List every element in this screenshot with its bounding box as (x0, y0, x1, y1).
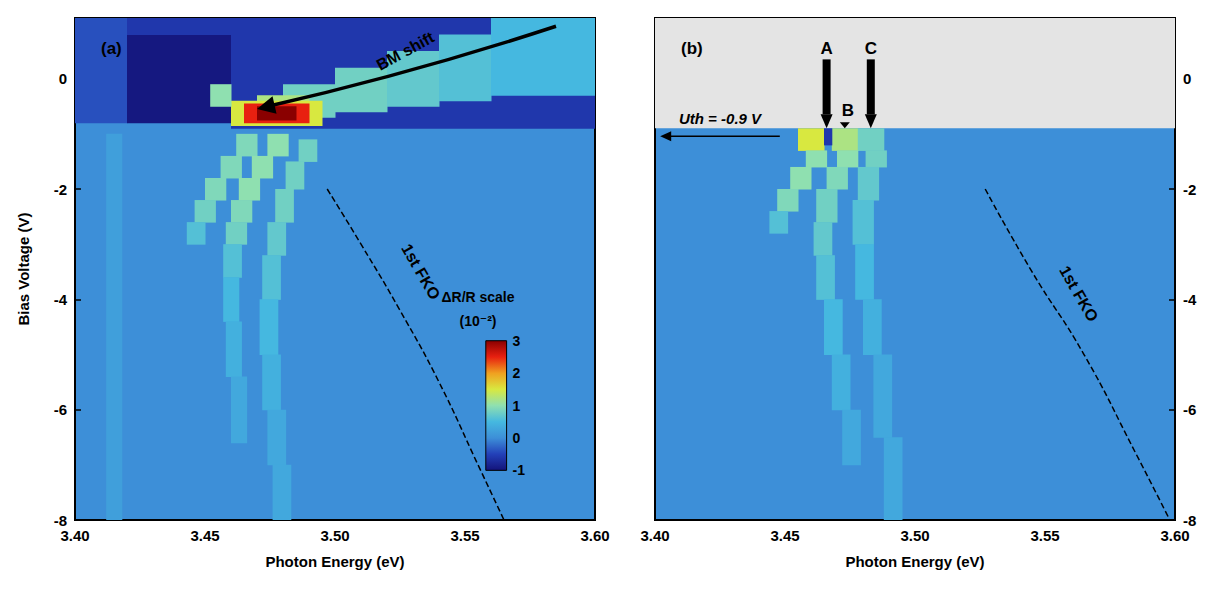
svg-text:0: 0 (1183, 70, 1191, 87)
svg-text:A: A (820, 39, 832, 58)
svg-text:(b): (b) (681, 39, 703, 58)
svg-text:-6: -6 (1183, 401, 1196, 418)
svg-text:Photon Energy (eV): Photon Energy (eV) (845, 553, 984, 570)
svg-text:3.55: 3.55 (450, 527, 479, 544)
svg-text:3.60: 3.60 (580, 527, 609, 544)
svg-text:B: B (842, 101, 854, 120)
svg-text:3: 3 (513, 333, 521, 349)
svg-text:3.45: 3.45 (190, 527, 219, 544)
svg-text:-1: -1 (513, 462, 526, 478)
svg-text:-2: -2 (54, 181, 67, 198)
svg-text:(a): (a) (101, 39, 122, 58)
svg-text:3.60: 3.60 (1160, 527, 1189, 544)
svg-text:Bias Voltage (V): Bias Voltage (V) (15, 212, 32, 325)
svg-text:-8: -8 (1183, 512, 1196, 529)
svg-text:ΔR/R scale: ΔR/R scale (441, 289, 514, 305)
svg-text:(10⁻²): (10⁻²) (460, 313, 497, 329)
svg-text:-4: -4 (54, 291, 68, 308)
svg-text:3.45: 3.45 (770, 527, 799, 544)
svg-text:-6: -6 (54, 401, 67, 418)
svg-text:Uth = -0.9 V: Uth = -0.9 V (679, 110, 763, 127)
svg-text:Photon Energy (eV): Photon Energy (eV) (265, 553, 404, 570)
svg-text:-8: -8 (54, 512, 67, 529)
svg-text:-4: -4 (1183, 291, 1197, 308)
svg-text:BM shift: BM shift (373, 28, 437, 73)
svg-text:1st FKO: 1st FKO (1056, 263, 1101, 325)
svg-text:C: C (865, 39, 877, 58)
svg-text:2: 2 (513, 365, 521, 381)
svg-text:1: 1 (513, 398, 521, 414)
svg-text:3.50: 3.50 (320, 527, 349, 544)
svg-text:3.40: 3.40 (60, 527, 89, 544)
svg-text:3.55: 3.55 (1030, 527, 1059, 544)
svg-text:3.40: 3.40 (640, 527, 669, 544)
svg-text:-2: -2 (1183, 181, 1196, 198)
svg-text:3.50: 3.50 (900, 527, 929, 544)
svg-text:1st FKO: 1st FKO (398, 241, 443, 303)
svg-text:0: 0 (513, 430, 521, 446)
svg-text:0: 0 (59, 70, 67, 87)
